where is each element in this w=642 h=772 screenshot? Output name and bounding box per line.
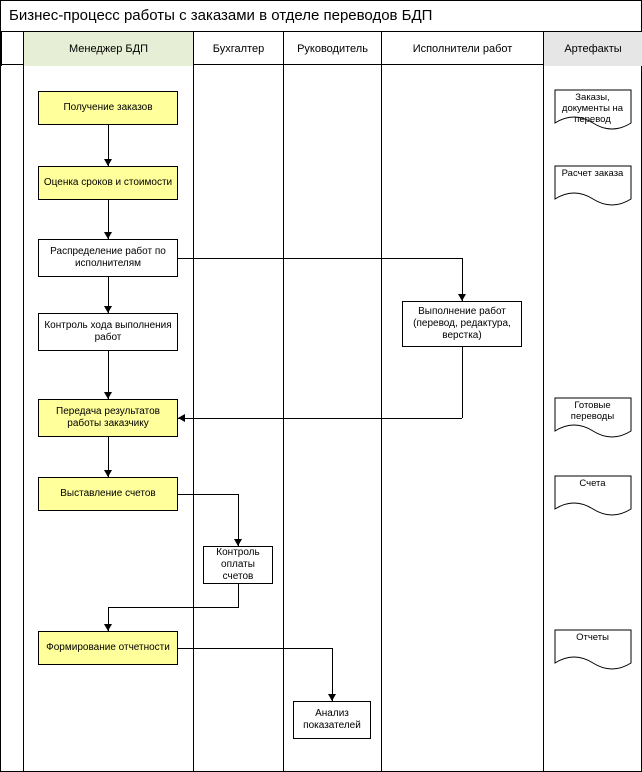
- process-box: Оценка сроков и стоимости: [38, 166, 178, 200]
- box-label: Контроль оплаты счетов: [208, 547, 268, 583]
- arrow-head-icon: [104, 306, 112, 313]
- artifact-doc: Счета: [554, 475, 632, 519]
- connector-line: [178, 258, 462, 259]
- lane-label: Исполнители работ: [413, 43, 513, 55]
- box-label: Распределение работ по исполнителям: [43, 246, 173, 270]
- arrow-head-icon: [104, 159, 112, 166]
- lane-header-head: Руководитель: [283, 32, 381, 66]
- doc-label: Счета: [556, 479, 630, 490]
- lane-border: [543, 65, 544, 771]
- connector-line: [462, 347, 463, 418]
- box-label: Получение заказов: [63, 102, 152, 114]
- connector-line: [238, 584, 239, 608]
- box-label: Анализ показателей: [298, 708, 366, 732]
- process-box: Выставление счетов: [38, 477, 178, 511]
- artifact-doc: Готовые переводы: [554, 397, 632, 441]
- artifact-doc: Отчеты: [554, 629, 632, 673]
- doc-label: Расчет заказа: [556, 169, 630, 180]
- process-box: Формирование отчетности: [38, 631, 178, 665]
- arrow-head-icon: [458, 294, 466, 301]
- lane-header-exec: Исполнители работ: [381, 32, 543, 66]
- process-box: Распределение работ по исполнителям: [38, 239, 178, 277]
- box-label: Выполнение работ (перевод, редактура, ве…: [407, 306, 517, 342]
- lane-header-accountant: Бухгалтер: [193, 32, 283, 66]
- process-box: Получение заказов: [38, 91, 178, 125]
- diagram-title: Бизнес-процесс работы с заказами в отдел…: [9, 7, 432, 24]
- lane-header-row: Менеджер БДП Бухгалтер Руководитель Испо…: [1, 31, 641, 65]
- connector-line: [178, 648, 332, 649]
- artifact-doc: Расчет заказа: [554, 165, 632, 209]
- box-label: Формирование отчетности: [46, 642, 170, 654]
- lane-label: Руководитель: [297, 43, 368, 55]
- lane-border: [23, 65, 24, 771]
- connector-line: [108, 607, 238, 608]
- doc-label: Заказы, документы на перевод: [556, 93, 630, 126]
- process-box: Передача результатов работы заказчику: [38, 399, 178, 437]
- arrow-head-icon: [178, 414, 185, 422]
- box-label: Контроль хода выполнения работ: [43, 320, 173, 344]
- doc-label: Готовые переводы: [556, 401, 630, 423]
- process-box: Контроль оплаты счетов: [203, 546, 273, 584]
- lane-label: Менеджер БДП: [69, 43, 148, 55]
- arrow-head-icon: [104, 232, 112, 239]
- connector-line: [178, 418, 462, 419]
- doc-label: Отчеты: [556, 633, 630, 644]
- arrow-head-icon: [104, 624, 112, 631]
- box-label: Выставление счетов: [60, 488, 155, 500]
- arrow-head-icon: [234, 539, 242, 546]
- process-box: Контроль хода выполнения работ: [38, 313, 178, 351]
- lane-header-manager: Менеджер БДП: [23, 32, 193, 66]
- arrow-head-icon: [104, 470, 112, 477]
- lane-header-spacer: [1, 32, 23, 66]
- artifact-doc: Заказы, документы на перевод: [554, 89, 632, 133]
- process-box: Анализ показателей: [293, 701, 371, 739]
- arrow-head-icon: [328, 694, 336, 701]
- lane-label: Артефакты: [564, 43, 621, 55]
- process-box: Выполнение работ (перевод, редактура, ве…: [402, 301, 522, 347]
- box-label: Оценка сроков и стоимости: [44, 177, 172, 189]
- connector-line: [178, 494, 238, 495]
- swimlane-diagram: Бизнес-процесс работы с заказами в отдел…: [0, 0, 642, 772]
- arrow-head-icon: [104, 392, 112, 399]
- lane-label: Бухгалтер: [213, 43, 264, 55]
- lane-header-artifact: Артефакты: [543, 32, 642, 66]
- box-label: Передача результатов работы заказчику: [43, 406, 173, 430]
